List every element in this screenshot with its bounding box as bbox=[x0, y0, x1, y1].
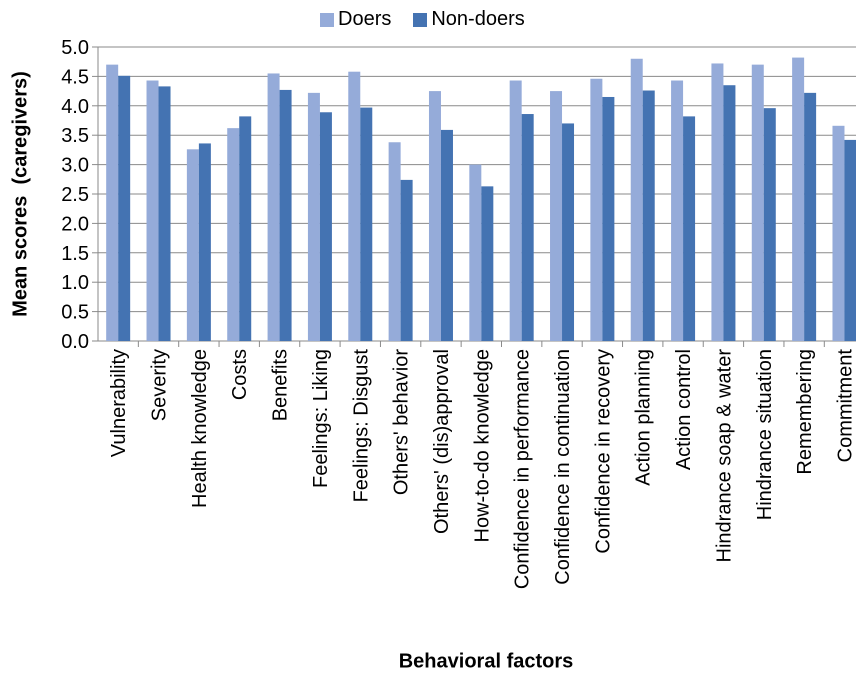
bar-non-doers bbox=[319, 112, 332, 341]
x-tick-label: Costs bbox=[229, 349, 251, 400]
y-tick-label: 0.0 bbox=[61, 331, 89, 353]
bar-doers bbox=[267, 73, 280, 342]
legend-item-doers: Doers bbox=[320, 8, 391, 31]
bar-doers bbox=[832, 125, 845, 342]
bar-non-doers bbox=[158, 86, 171, 342]
x-tick-label: Feelings: Liking bbox=[310, 349, 332, 488]
x-tick-label: Hindrance soap & water bbox=[713, 349, 735, 563]
bar-doers bbox=[348, 71, 361, 342]
y-tick-label: 0.5 bbox=[61, 302, 89, 324]
x-tick-label: Hindrance situation bbox=[754, 349, 776, 520]
bar-non-doers bbox=[481, 186, 494, 341]
bar-non-doers bbox=[521, 114, 534, 341]
x-tick-label: Others' (dis)approval bbox=[431, 349, 453, 534]
bar-doers bbox=[186, 149, 199, 341]
bar-doers bbox=[509, 80, 522, 342]
bar-doers bbox=[146, 80, 159, 342]
y-tick-label: 3.5 bbox=[61, 125, 89, 147]
legend-label-doers: Doers bbox=[338, 8, 392, 30]
bar-non-doers bbox=[602, 96, 615, 341]
y-tick-label: 1.0 bbox=[61, 272, 89, 294]
bar-doers bbox=[590, 78, 603, 341]
x-tick-label: Vulnerability bbox=[108, 349, 130, 457]
bar-doers bbox=[106, 64, 119, 341]
x-tick-label: Health knowledge bbox=[189, 349, 211, 508]
x-tick-label: Confidence in performance bbox=[512, 349, 534, 589]
legend: Doers Non-doers bbox=[320, 8, 547, 31]
y-tick-label: 5.0 bbox=[61, 37, 89, 59]
bar-doers bbox=[307, 92, 320, 341]
bar-non-doers bbox=[198, 143, 211, 341]
bar-non-doers bbox=[360, 107, 373, 342]
x-tick-label: Action control bbox=[673, 349, 695, 470]
bar-non-doers bbox=[562, 123, 575, 341]
y-tick-label: 1.5 bbox=[61, 243, 89, 265]
bar-doers bbox=[550, 91, 563, 341]
y-tick-label: 3.0 bbox=[61, 155, 89, 177]
bar-non-doers bbox=[400, 179, 413, 341]
bar-non-doers bbox=[763, 108, 776, 341]
bar-doers bbox=[388, 142, 401, 341]
y-axis-label: Mean scores (caregivers) bbox=[9, 71, 32, 317]
bar-doers bbox=[428, 91, 441, 341]
legend-swatch-non-doers bbox=[413, 12, 428, 27]
bar-doers bbox=[227, 128, 240, 341]
x-tick-label: Confidence in recovery bbox=[592, 349, 614, 554]
bar-non-doers bbox=[804, 92, 817, 341]
y-tick-label: 2.0 bbox=[61, 213, 89, 235]
x-tick-label: Action planning bbox=[633, 349, 655, 486]
bar-non-doers bbox=[642, 90, 655, 342]
x-axis-label: Behavioral factors bbox=[398, 650, 574, 673]
y-tick-label: 2.5 bbox=[61, 184, 89, 206]
x-tick-label: How-to-do knowledge bbox=[471, 349, 493, 542]
legend-swatch-doers bbox=[320, 12, 334, 27]
bar-doers bbox=[792, 57, 805, 342]
bar-non-doers bbox=[844, 139, 856, 341]
x-tick-label: Others' behavior bbox=[391, 349, 413, 495]
bar-non-doers bbox=[723, 85, 736, 341]
bar-doers bbox=[469, 164, 482, 341]
y-tick-label: 4.0 bbox=[61, 96, 89, 118]
bar-doers bbox=[711, 63, 724, 342]
bar-non-doers bbox=[279, 89, 292, 341]
bar-non-doers bbox=[118, 75, 131, 341]
bar-non-doers bbox=[239, 116, 252, 341]
y-tick-label: 4.5 bbox=[61, 66, 89, 88]
x-tick-label: Benefits bbox=[270, 349, 292, 421]
x-tick-label: Feelings: Disgust bbox=[350, 349, 372, 503]
bar-doers bbox=[630, 58, 643, 341]
x-tick-label: Remembering bbox=[794, 349, 816, 475]
legend-label-non-doers: Non-doers bbox=[431, 8, 525, 30]
bar-doers bbox=[671, 80, 684, 342]
bar-doers bbox=[751, 64, 764, 341]
x-tick-label: Commitment bbox=[834, 349, 856, 463]
x-tick-label: Confidence in continuation bbox=[552, 349, 574, 585]
x-tick-label: Severity bbox=[149, 349, 171, 421]
bar-non-doers bbox=[683, 116, 696, 341]
legend-item-non-doers: Non-doers bbox=[413, 8, 525, 31]
bar-non-doers bbox=[440, 129, 453, 341]
